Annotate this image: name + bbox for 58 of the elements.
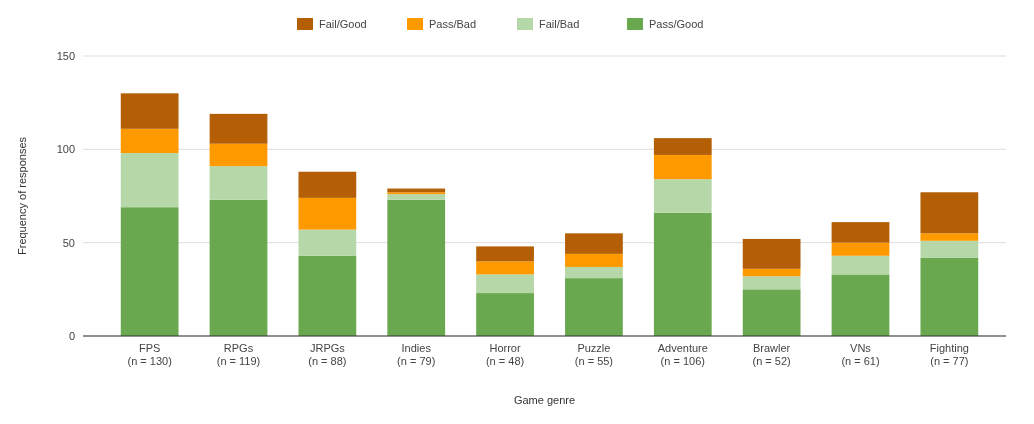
- bar: [565, 233, 623, 254]
- bar: [831, 242, 890, 256]
- bar: [653, 212, 712, 336]
- bar: [476, 246, 534, 262]
- bar: [565, 253, 623, 267]
- bar: [920, 240, 979, 258]
- bar: [209, 166, 268, 200]
- bar: [742, 289, 801, 336]
- bar: [298, 255, 357, 336]
- bar: [476, 293, 534, 336]
- y-tick-label: 100: [56, 143, 75, 156]
- bar: [742, 268, 801, 277]
- bar: [209, 199, 268, 336]
- x-tick-label: Fighting (n = 77): [929, 342, 969, 367]
- legend-label: Pass/Good: [649, 18, 704, 30]
- y-tick-label: 150: [56, 49, 75, 62]
- x-axis-title: Game genre: [513, 394, 576, 406]
- bar: [209, 113, 268, 144]
- bar: [120, 153, 179, 208]
- bar: [387, 194, 446, 200]
- bar: [831, 274, 890, 336]
- bar: [831, 222, 890, 243]
- x-tick-label: FPS (n = 130): [127, 342, 172, 367]
- x-tick-label: Indies (n = 79): [397, 342, 436, 367]
- bar: [920, 192, 979, 234]
- bar: [653, 154, 712, 180]
- y-tick-label: 50: [62, 236, 75, 249]
- bar: [653, 179, 712, 213]
- bar: [831, 255, 890, 275]
- bar: [476, 261, 534, 275]
- legend-label: Fail/Bad: [539, 18, 580, 30]
- y-tick-label: 0: [68, 329, 75, 342]
- bar: [298, 229, 357, 256]
- bar: [920, 233, 979, 241]
- bar: [565, 266, 623, 279]
- x-tick-label: Puzzle (n = 55): [574, 342, 614, 367]
- bar: [298, 171, 357, 198]
- x-tick-label: Horror (n = 48): [485, 342, 525, 367]
- bar: [653, 138, 712, 155]
- legend-label: Fail/Good: [319, 18, 367, 30]
- bar: [120, 207, 179, 336]
- bar: [476, 274, 534, 294]
- bar: [742, 238, 801, 269]
- x-tick-label: VNs (n = 61): [841, 342, 880, 367]
- x-tick-label: Brawler (n = 52): [752, 342, 791, 367]
- legend-label: Pass/Bad: [429, 18, 477, 30]
- bar: [120, 128, 179, 154]
- x-tick-label: JRPGs (n = 88): [308, 342, 347, 367]
- bar: [298, 197, 357, 230]
- x-tick-label: RPGs (n = 119): [216, 342, 261, 367]
- bar: [120, 93, 179, 129]
- x-tick-label: Adventure (n = 106): [657, 342, 708, 367]
- y-axis-title: Frequency of responses: [16, 136, 28, 256]
- bar: [742, 276, 801, 290]
- bar: [387, 199, 446, 336]
- bar: [565, 278, 623, 336]
- bar: [209, 143, 268, 167]
- bar: [920, 257, 979, 336]
